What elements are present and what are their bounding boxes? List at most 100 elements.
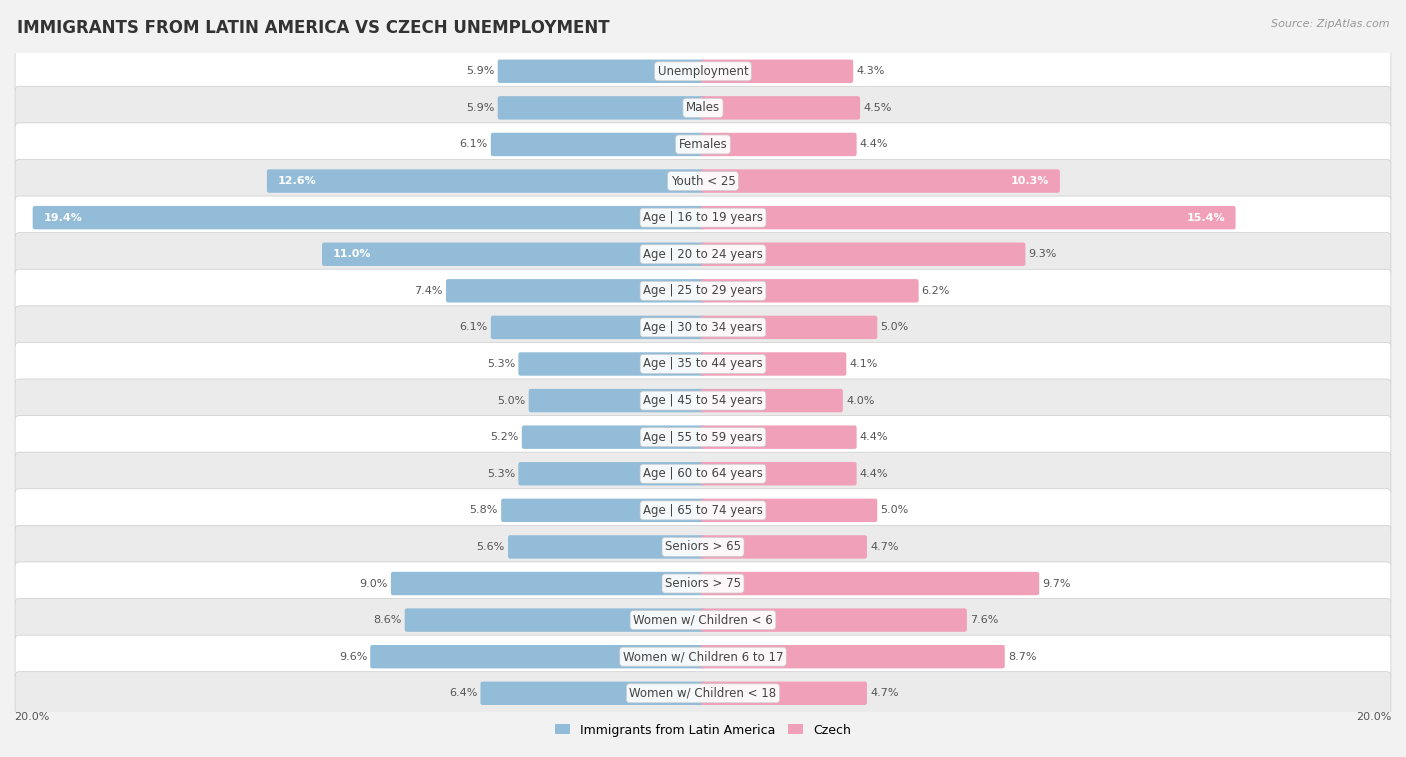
FancyBboxPatch shape xyxy=(702,60,853,83)
Text: Age | 65 to 74 years: Age | 65 to 74 years xyxy=(643,504,763,517)
Text: 20.0%: 20.0% xyxy=(1357,712,1392,722)
FancyBboxPatch shape xyxy=(702,206,1236,229)
Text: 9.7%: 9.7% xyxy=(1042,578,1071,588)
FancyBboxPatch shape xyxy=(405,609,704,632)
FancyBboxPatch shape xyxy=(702,425,856,449)
Text: 19.4%: 19.4% xyxy=(44,213,82,223)
Text: Age | 55 to 59 years: Age | 55 to 59 years xyxy=(643,431,763,444)
Text: 4.1%: 4.1% xyxy=(849,359,877,369)
FancyBboxPatch shape xyxy=(702,316,877,339)
FancyBboxPatch shape xyxy=(15,525,1391,569)
FancyBboxPatch shape xyxy=(15,342,1391,385)
Text: 20.0%: 20.0% xyxy=(14,712,49,722)
Text: Age | 35 to 44 years: Age | 35 to 44 years xyxy=(643,357,763,370)
Text: 5.9%: 5.9% xyxy=(467,103,495,113)
Text: 8.7%: 8.7% xyxy=(1008,652,1036,662)
FancyBboxPatch shape xyxy=(15,50,1391,93)
FancyBboxPatch shape xyxy=(322,242,704,266)
Text: 4.3%: 4.3% xyxy=(856,67,884,76)
Text: Age | 25 to 29 years: Age | 25 to 29 years xyxy=(643,285,763,298)
Text: 5.6%: 5.6% xyxy=(477,542,505,552)
Text: 6.4%: 6.4% xyxy=(449,688,478,698)
Text: Age | 60 to 64 years: Age | 60 to 64 years xyxy=(643,467,763,480)
FancyBboxPatch shape xyxy=(519,352,704,375)
Text: 12.6%: 12.6% xyxy=(277,176,316,186)
FancyBboxPatch shape xyxy=(702,132,856,156)
FancyBboxPatch shape xyxy=(15,599,1391,642)
Text: 5.0%: 5.0% xyxy=(880,506,908,516)
Text: 6.2%: 6.2% xyxy=(922,286,950,296)
Text: Women w/ Children < 18: Women w/ Children < 18 xyxy=(630,687,776,699)
Text: 5.2%: 5.2% xyxy=(491,432,519,442)
FancyBboxPatch shape xyxy=(15,196,1391,239)
FancyBboxPatch shape xyxy=(491,316,704,339)
FancyBboxPatch shape xyxy=(702,609,967,632)
Text: 7.4%: 7.4% xyxy=(415,286,443,296)
FancyBboxPatch shape xyxy=(529,389,704,413)
Text: 4.7%: 4.7% xyxy=(870,688,898,698)
Text: 6.1%: 6.1% xyxy=(460,322,488,332)
Text: Youth < 25: Youth < 25 xyxy=(671,175,735,188)
Text: 9.6%: 9.6% xyxy=(339,652,367,662)
FancyBboxPatch shape xyxy=(15,562,1391,605)
Text: 4.7%: 4.7% xyxy=(870,542,898,552)
FancyBboxPatch shape xyxy=(15,452,1391,495)
FancyBboxPatch shape xyxy=(370,645,704,668)
FancyBboxPatch shape xyxy=(15,671,1391,715)
FancyBboxPatch shape xyxy=(501,499,704,522)
FancyBboxPatch shape xyxy=(702,96,860,120)
Text: Females: Females xyxy=(679,138,727,151)
Text: 4.4%: 4.4% xyxy=(859,469,889,478)
FancyBboxPatch shape xyxy=(15,123,1391,166)
Text: Age | 45 to 54 years: Age | 45 to 54 years xyxy=(643,394,763,407)
Legend: Immigrants from Latin America, Czech: Immigrants from Latin America, Czech xyxy=(550,718,856,742)
FancyBboxPatch shape xyxy=(498,96,704,120)
FancyBboxPatch shape xyxy=(446,279,704,303)
FancyBboxPatch shape xyxy=(702,572,1039,595)
Text: 5.8%: 5.8% xyxy=(470,506,498,516)
FancyBboxPatch shape xyxy=(491,132,704,156)
Text: Males: Males xyxy=(686,101,720,114)
Text: Women w/ Children < 6: Women w/ Children < 6 xyxy=(633,614,773,627)
FancyBboxPatch shape xyxy=(15,86,1391,129)
Text: 5.0%: 5.0% xyxy=(498,396,526,406)
Text: Seniors > 65: Seniors > 65 xyxy=(665,540,741,553)
Text: 9.3%: 9.3% xyxy=(1029,249,1057,259)
FancyBboxPatch shape xyxy=(702,535,868,559)
FancyBboxPatch shape xyxy=(15,489,1391,532)
FancyBboxPatch shape xyxy=(15,635,1391,678)
FancyBboxPatch shape xyxy=(498,60,704,83)
FancyBboxPatch shape xyxy=(391,572,704,595)
Text: 4.4%: 4.4% xyxy=(859,139,889,149)
Text: 9.0%: 9.0% xyxy=(360,578,388,588)
FancyBboxPatch shape xyxy=(702,352,846,375)
Text: 15.4%: 15.4% xyxy=(1187,213,1225,223)
Text: 5.0%: 5.0% xyxy=(880,322,908,332)
Text: 4.5%: 4.5% xyxy=(863,103,891,113)
Text: Age | 16 to 19 years: Age | 16 to 19 years xyxy=(643,211,763,224)
FancyBboxPatch shape xyxy=(15,160,1391,203)
Text: Unemployment: Unemployment xyxy=(658,65,748,78)
FancyBboxPatch shape xyxy=(702,645,1005,668)
FancyBboxPatch shape xyxy=(519,462,704,485)
Text: 5.3%: 5.3% xyxy=(486,359,515,369)
FancyBboxPatch shape xyxy=(702,170,1060,193)
FancyBboxPatch shape xyxy=(702,681,868,705)
FancyBboxPatch shape xyxy=(15,269,1391,313)
Text: 11.0%: 11.0% xyxy=(333,249,371,259)
Text: 8.6%: 8.6% xyxy=(373,615,402,625)
FancyBboxPatch shape xyxy=(702,242,1025,266)
Text: 4.0%: 4.0% xyxy=(846,396,875,406)
FancyBboxPatch shape xyxy=(702,462,856,485)
FancyBboxPatch shape xyxy=(32,206,704,229)
Text: Seniors > 75: Seniors > 75 xyxy=(665,577,741,590)
Text: 5.9%: 5.9% xyxy=(467,67,495,76)
Text: IMMIGRANTS FROM LATIN AMERICA VS CZECH UNEMPLOYMENT: IMMIGRANTS FROM LATIN AMERICA VS CZECH U… xyxy=(17,19,609,37)
Text: Source: ZipAtlas.com: Source: ZipAtlas.com xyxy=(1271,19,1389,29)
FancyBboxPatch shape xyxy=(15,232,1391,276)
FancyBboxPatch shape xyxy=(267,170,704,193)
Text: 7.6%: 7.6% xyxy=(970,615,998,625)
Text: 6.1%: 6.1% xyxy=(460,139,488,149)
FancyBboxPatch shape xyxy=(15,379,1391,422)
FancyBboxPatch shape xyxy=(702,389,842,413)
